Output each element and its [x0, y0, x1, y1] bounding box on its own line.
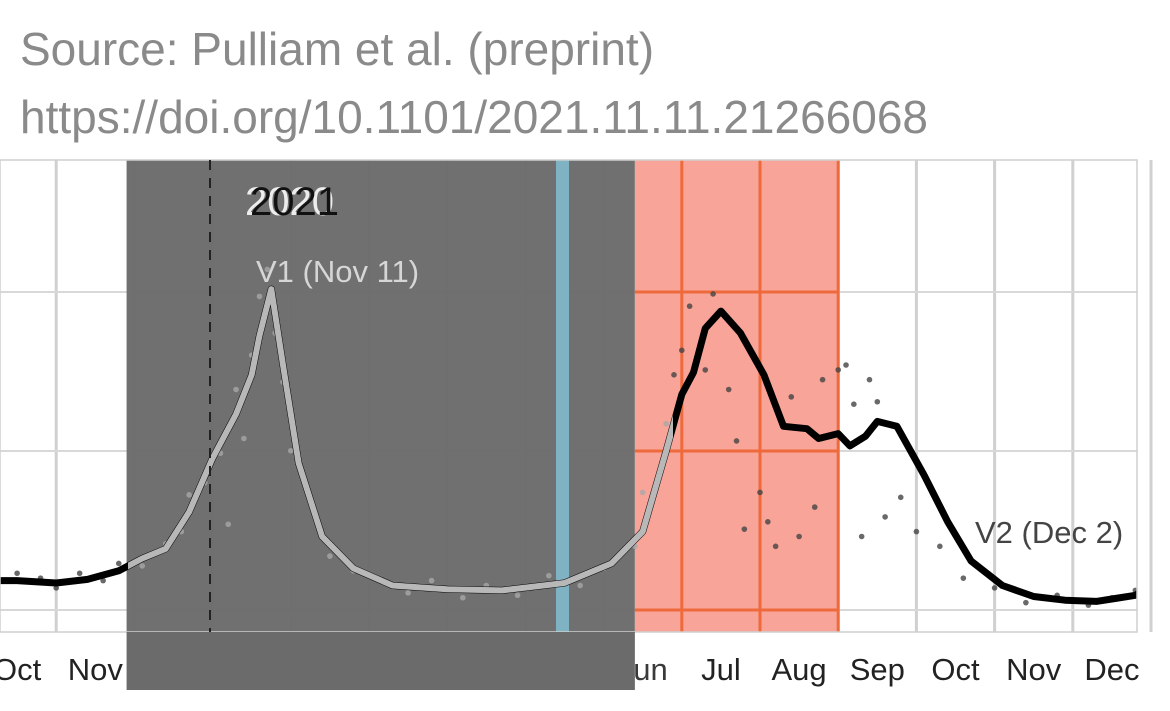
scatter-point [327, 553, 333, 559]
scatter-point [671, 372, 677, 378]
scatter-point [53, 585, 59, 591]
scatter-point [663, 421, 669, 427]
scatter-point [514, 592, 521, 599]
scatter-point [639, 489, 646, 496]
scatter-point [819, 376, 826, 383]
x-tick-label: Nov [68, 652, 124, 687]
scatter-point [937, 543, 943, 550]
scatter-point [733, 438, 740, 444]
year-label-2021: 2021 [250, 180, 339, 224]
scatter-point [702, 367, 709, 373]
scatter-point [264, 266, 271, 273]
year-label-2020: 2020 [245, 180, 334, 224]
scatter-point [991, 585, 998, 591]
shaded-regions [126, 160, 839, 632]
scatter-point [139, 563, 146, 569]
scatter-point [14, 570, 20, 577]
scatter-point [186, 492, 192, 498]
scatter-point [772, 543, 779, 550]
scatter-point [866, 376, 873, 383]
scatter-point [741, 526, 748, 532]
x-tick-label: Jul [701, 652, 741, 687]
source-label: Source: Pulliam et al. (preprint) [20, 23, 655, 75]
scatter-point [225, 521, 232, 528]
scatter-point [1023, 599, 1029, 606]
scatter-point [788, 394, 795, 400]
scatter-point [115, 560, 122, 567]
scatter-point [765, 519, 771, 525]
annotation-v1: V1 (Nov 11) [256, 254, 419, 289]
scatter-point [686, 303, 693, 310]
scatter-point [405, 590, 411, 596]
scatter-point [679, 347, 685, 354]
scatter-point [858, 533, 865, 540]
scatter-point [1156, 568, 1162, 574]
scatter-point [874, 398, 881, 405]
scatter-point [233, 386, 239, 393]
scatter-point [288, 447, 294, 454]
x-tick-label: Nov [1006, 652, 1062, 687]
smoothed-line-greyed [128, 286, 673, 594]
shaded-region [126, 160, 635, 632]
scatter-point [428, 577, 435, 584]
scatter-point [577, 582, 583, 589]
scatter-point [882, 514, 888, 520]
scatter-point [256, 293, 263, 300]
shaded-region-band [556, 160, 569, 632]
x-tick-label: Aug [772, 652, 827, 687]
scatter-point [897, 494, 904, 501]
scatter-point [757, 489, 763, 496]
x-tick-label: Oct [0, 652, 42, 687]
scatter-point [835, 367, 841, 373]
doi-link[interactable]: https://doi.org/10.1101/2021.11.11.21266… [20, 91, 928, 143]
scatter-point [811, 504, 818, 510]
scatter-point [76, 570, 83, 577]
x-tick-label: Sep [850, 652, 905, 687]
scatter-point [913, 528, 920, 535]
scatter-point [725, 386, 732, 393]
scatter-point [460, 594, 466, 601]
scatter-point [100, 577, 106, 584]
annotation-v2: V2 (Dec 2) [975, 515, 1123, 550]
x-tick-label: Oct [931, 652, 980, 687]
scatter-point [851, 401, 857, 408]
shaded-region [634, 160, 839, 632]
scatter-point [796, 533, 802, 540]
scatter-point [960, 575, 967, 581]
x-tick-label: Dec [1084, 652, 1139, 687]
scatter-point [546, 572, 552, 579]
scatter-point [843, 362, 849, 368]
scatter-point [710, 291, 716, 297]
scatter-point [241, 435, 247, 442]
shaded-region-axis-extension [126, 632, 635, 690]
